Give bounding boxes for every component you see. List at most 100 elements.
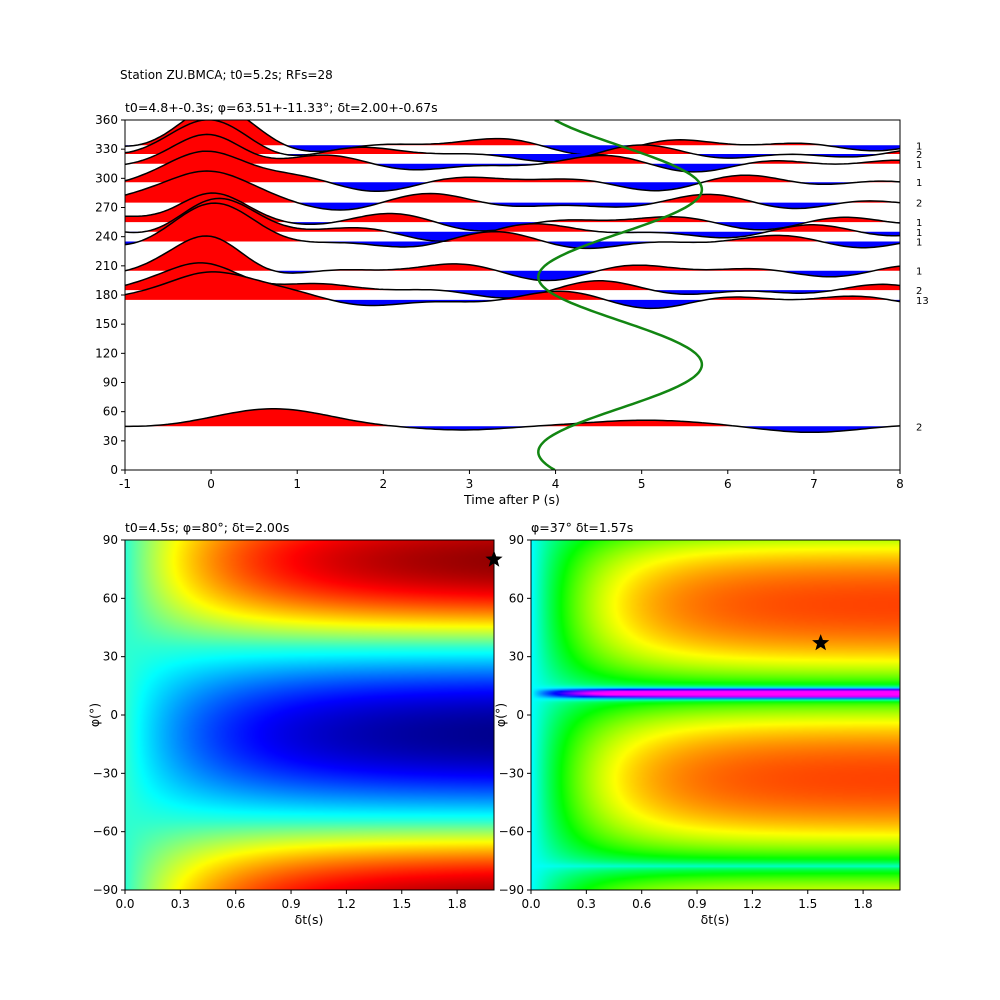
x-tick-label: 7 [810, 477, 818, 491]
rf-trace-count: 1 [916, 218, 922, 229]
heatmap-right-panel: φ=37° δt=1.57s 0.0 0.3 0.6 0.9 1.2 1.5 1.8 −90… [493, 520, 901, 927]
x-tick-label: 0.9 [688, 897, 707, 911]
y-tick-label: 60 [509, 591, 524, 605]
heatmap-right-x-axis-label: δt(s) [701, 912, 730, 927]
x-tick-label: 3 [466, 477, 474, 491]
rf-trace-line [125, 150, 900, 192]
x-tick-label: 5 [638, 477, 646, 491]
heatmap-left-image [125, 540, 494, 890]
y-tick-label: 0 [110, 708, 118, 722]
y-tick-label: 300 [95, 171, 118, 185]
y-tick-label: 270 [95, 201, 118, 215]
rf-trace-count: 1 [916, 267, 922, 278]
x-tick-label: 0 [207, 477, 215, 491]
heatmap-left-y-ticks: −90 −60 −30 0 30 60 90 [93, 533, 125, 897]
rf-negative-fill [125, 299, 900, 309]
rf-trace [125, 408, 900, 434]
rf-trace-line [125, 235, 900, 282]
y-tick-label: 60 [103, 405, 118, 419]
y-tick-label: −30 [499, 766, 524, 780]
heatmap-right-title: φ=37° δt=1.57s [531, 520, 633, 535]
y-tick-label: −60 [93, 825, 118, 839]
rf-positive-fill [125, 408, 900, 427]
heatmap-right-x-ticks: 0.0 0.3 0.6 0.9 1.2 1.5 1.8 [521, 890, 873, 911]
y-tick-label: 330 [95, 142, 118, 156]
x-tick-label: 1.8 [448, 897, 467, 911]
heatmap-left-title: t0=4.5s; φ=80°; δt=2.00s [125, 520, 289, 535]
x-tick-label: -1 [119, 477, 131, 491]
y-tick-label: 90 [509, 533, 524, 547]
x-tick-label: 1.5 [798, 897, 817, 911]
x-tick-label: 1.2 [743, 897, 762, 911]
rf-negative-fill [125, 163, 900, 172]
rf-negative-fill [125, 241, 900, 249]
y-tick-label: −90 [93, 883, 118, 897]
y-tick-label: 30 [103, 650, 118, 664]
rf-trace-line [125, 271, 900, 310]
rf-trace-line [125, 120, 900, 156]
rf-y-ticks: 0 30 60 90 120 150 180 210 240 270 300 330 360 [95, 113, 125, 477]
x-tick-label: 0.3 [171, 897, 190, 911]
x-tick-label: 2 [380, 477, 388, 491]
y-tick-label: 210 [95, 259, 118, 273]
y-tick-label: 30 [509, 650, 524, 664]
x-tick-label: 4 [552, 477, 560, 491]
rf-traces [125, 120, 900, 434]
rf-panel-title: t0=4.8+-0.3s; φ=63.51+-11.33°; δt=2.00+-… [125, 100, 438, 115]
rf-trace-line [125, 133, 900, 173]
rf-trace [125, 235, 900, 282]
rf-negative-fill [125, 145, 900, 155]
rf-negative-fill [125, 270, 900, 281]
heatmap-right-y-ticks: −90 −60 −30 0 30 60 90 [499, 533, 531, 897]
heatmap-right-y-axis-label: φ(°) [493, 703, 508, 727]
x-tick-label: 0.6 [226, 897, 245, 911]
rf-trace-line [125, 202, 900, 250]
rf-x-axis-label: Time after P (s) [463, 492, 560, 507]
rf-trace-count: 2 [916, 150, 922, 161]
rf-negative-fill [125, 202, 900, 210]
y-tick-label: 120 [95, 346, 118, 360]
y-tick-label: 60 [103, 591, 118, 605]
x-tick-label: 1.8 [854, 897, 873, 911]
figure-title: Station ZU.BMCA; t0=5.2s; RFs=28 [120, 68, 333, 82]
rf-trace-count: 1 [916, 160, 922, 171]
best-fit-star-right [812, 634, 830, 651]
x-tick-label: 6 [724, 477, 732, 491]
rf-positive-fill [125, 271, 900, 300]
rf-trace-count: 1 [916, 178, 922, 189]
rf-trace-line [125, 197, 900, 242]
x-tick-label: 0.9 [282, 897, 301, 911]
rf-trace-count: 2 [916, 422, 922, 433]
heatmap-left-y-axis-label: φ(°) [87, 703, 102, 727]
rf-negative-fill [125, 182, 900, 192]
x-tick-label: 0.0 [521, 897, 540, 911]
heatmap-right-image [531, 540, 900, 890]
heatmap-left-x-ticks: 0.0 0.3 0.6 0.9 1.2 1.5 1.8 [115, 890, 467, 911]
y-tick-label: 240 [95, 230, 118, 244]
y-tick-label: −30 [93, 766, 118, 780]
rf-trace [125, 133, 900, 173]
x-tick-label: 0.3 [577, 897, 596, 911]
heatmap-left-panel: t0=4.5s; φ=80°; δt=2.00s 0.0 0.3 0.6 0.9 1.2… [87, 520, 503, 927]
rf-trace-count: 2 [916, 199, 922, 210]
x-tick-label: 1.2 [337, 897, 356, 911]
rf-trace-line [125, 170, 900, 211]
rf-trace-count: 1 [916, 141, 922, 152]
y-tick-label: 0 [110, 463, 118, 477]
y-tick-label: 30 [103, 434, 118, 448]
x-tick-label: 8 [896, 477, 904, 491]
y-tick-label: 90 [103, 376, 118, 390]
y-tick-label: 360 [95, 113, 118, 127]
y-tick-label: −90 [499, 883, 524, 897]
rf-positive-fill [125, 134, 900, 164]
x-tick-label: 0.0 [115, 897, 134, 911]
y-tick-label: 150 [95, 317, 118, 331]
rf-trace [125, 170, 900, 211]
rf-trace-count: 2 [916, 286, 922, 297]
rf-negative-fill [125, 290, 900, 298]
rf-trace-line [125, 408, 900, 434]
rf-trace [125, 271, 900, 310]
rf-trace-count: 1 [916, 228, 922, 239]
